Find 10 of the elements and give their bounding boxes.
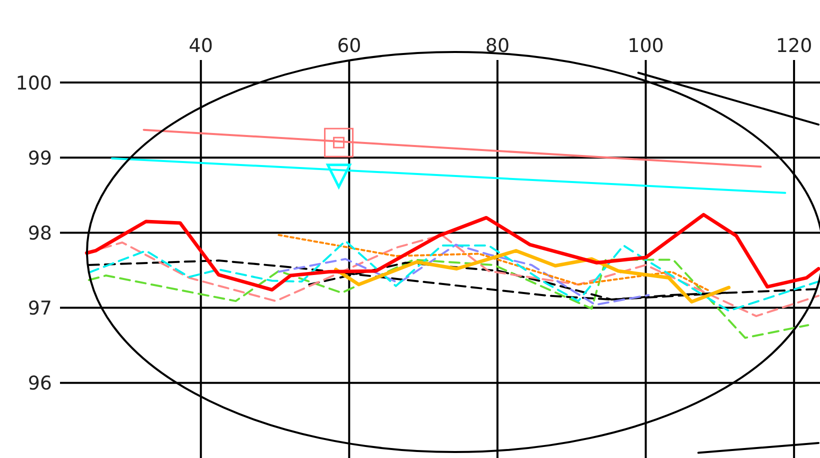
y-tick-label: 98	[28, 222, 52, 244]
x-tick-label: 100	[628, 35, 664, 57]
y-tick-label: 100	[16, 72, 52, 94]
x-tick-label: 60	[337, 35, 362, 57]
y-tick-label: 99	[28, 147, 52, 170]
y-tick-label: 97	[28, 298, 52, 320]
x-tick-label: 80	[485, 35, 510, 57]
y-tick-label: 96	[28, 372, 52, 395]
x-tick-label: 120	[776, 35, 812, 57]
x-tick-label: 40	[188, 35, 213, 57]
